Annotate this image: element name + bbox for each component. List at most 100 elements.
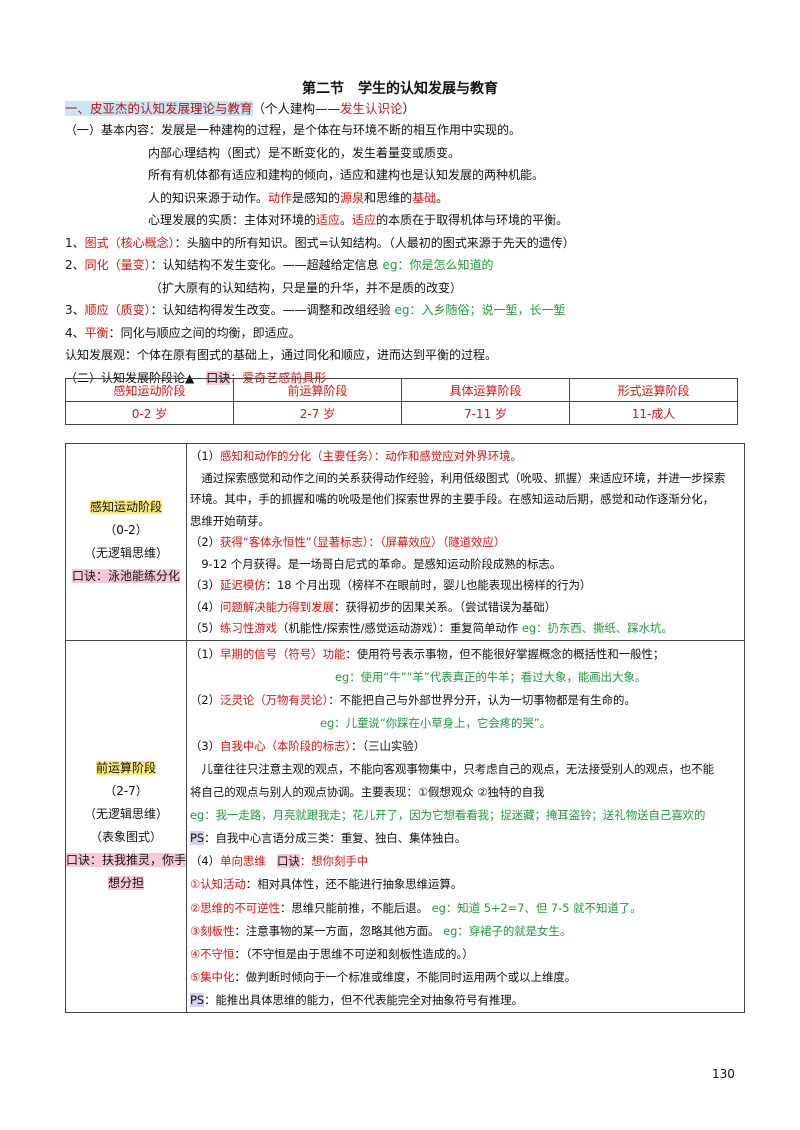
text-line: PS：能推出具体思维的能力，但不代表能完全对抽象符号有推理。 (190, 989, 744, 1012)
text-segment: ：认知结构不发生变化。——超越给定信息 (150, 258, 383, 272)
text-segment: 感知和动作的分化（主要任务）：动作和感觉应对外界环境。 (220, 449, 522, 463)
text-line: 内部心理结构（图式）是不断变化的，发生着量变或质变。 (65, 142, 745, 165)
text-line: 将自己的观点与别人的观点协调。主要表现：①假想观众 ②独特的自我 (190, 781, 744, 804)
text-line: eg：使用“牛”“羊”代表真正的牛羊；看过大象，能画出大象。 (190, 666, 744, 689)
text-segment: 4、 (65, 325, 85, 340)
text-line: 想分担 (66, 872, 186, 895)
text-line: （无逻辑思维） (66, 542, 186, 565)
text-segment: 练习性游戏 (220, 621, 278, 635)
title: 第二节 学生的认知发展与教育 (302, 81, 498, 97)
text-segment: 是感知的 (292, 190, 341, 205)
text-line: （0-2） (66, 519, 186, 542)
text-line: 9-12 个月获得。是一场哥白尼式的革命。是感知运动阶段成熟的标志。 (190, 554, 744, 576)
text-segment: （4） (190, 854, 221, 869)
text-segment: ：（不守恒是由于思维不可逆和刻板性造成的。） (234, 946, 474, 961)
text-segment: ①认知活动 (190, 877, 246, 892)
text-line: 思维开始萌芽。 (190, 511, 744, 533)
text-segment: 泛灵论（万物有灵论） (220, 692, 329, 707)
text-segment: 感知运动阶段 (90, 499, 163, 514)
text-segment: 适应 (352, 213, 377, 227)
text-segment: 问题解决能力得到发展 (220, 599, 334, 614)
text-line: 口诀：扶我推灵，你手 (66, 849, 187, 872)
text-line: 认知发展观：个体在原有图式的基础上，通过同化和顺应，进而达到平衡的过程。 (65, 344, 745, 367)
text-line: ①认知活动：相对具体性，还不能进行抽象思维运算。 (190, 873, 744, 896)
text-segment: （3） (190, 738, 221, 753)
text-segment: 所有有机体都有适应和建构的倾向，适应和建构也是认知发展的两种机能。 (148, 168, 545, 182)
text-segment: 通过探索感觉和动作之间的关系获得动作经验，利用低级图式（吮吸、抓握）来适应环境，… (190, 470, 726, 485)
text-segment: 源泉 (340, 190, 365, 205)
text-segment: 3、 (65, 303, 85, 317)
text-segment: （5） (190, 621, 221, 635)
text-segment: 人的知识来源于动作。 (148, 190, 269, 205)
text-segment: 适应 (316, 213, 341, 227)
text-segment: ：自我中心言语分成三类：重复、独白、集体独白。 (204, 831, 467, 846)
text-segment: PS (190, 992, 205, 1007)
text-segment: ④不守恒 (190, 946, 235, 961)
text-segment: ：头脑中的所有知识。图式=认知结构。（人最初的图式来源于先天的遗传） (174, 235, 575, 250)
text-line: （1）早期的信号（符号）功能：使用符号表示事物，但不能很好掌握概念的概括性和一般… (190, 643, 744, 666)
text-line: 儿童往往只注意主观的观点，不能向客观事物集中，只考虑自己的观点，无法接受别人的观… (190, 758, 744, 781)
text-segment: ②思维的不可逆性 (190, 900, 280, 915)
table-cell: 7-11 岁 (401, 401, 570, 425)
text-segment: eg：儿童说“你踩在小草身上，它会疼的哭”。 (320, 715, 552, 730)
table-cell: （1）感知和动作的分化（主要任务）：动作和感觉应对外界环境。 通过探索感觉和动作… (186, 443, 746, 641)
text-segment: ：（三山实验） (351, 738, 426, 753)
text-segment: ：不能把自己与外部世界分开，认为一切事物都是有生命的。 (328, 692, 636, 707)
text-line: PS：自我中心言语分成三类：重复、独白、集体独白。 (190, 827, 744, 850)
table-cell: 2-7 岁 (233, 401, 402, 425)
table-cell: 前运算阶段 （2-7） （无逻辑思维） （表象图式） 口诀：扶我推灵，你手 想分担 (64, 639, 188, 1013)
text-segment: eg：知道 5+2=7、但 7-5 就不知道了。 (431, 900, 642, 915)
text-segment: ：18 个月出现（榜样不在眼前时，婴儿也能表现出榜样的行为） (265, 578, 592, 592)
text-segment: ：获得初步的因果关系。（尝试错误为基础） (333, 599, 557, 614)
text-segment: ：认知结构得发生改变。——调整和改组经验 (150, 303, 395, 317)
text-segment: （机能性/探索性/感觉运动游戏）：重复简单动作 (277, 621, 522, 635)
text-line: （3）延迟模仿：18 个月出现（榜样不在眼前时，婴儿也能表现出榜样的行为） (190, 575, 744, 597)
text-segment: 单向思维 (220, 854, 266, 869)
text-segment: 平衡 (84, 325, 109, 340)
text-line: 心理发展的实质：主体对环境的适应。适应的本质在于取得机体与环境的平衡。 (65, 209, 745, 232)
text-segment: ③刻板性 (190, 923, 235, 938)
text-line: 3、顺应（质变）：认知结构得发生改变。——调整和改组经验 eg：入乡随俗；说一堑… (65, 299, 745, 322)
text-line: 前运算阶段 (66, 757, 186, 780)
text-line: 口诀：泳池能练分化 (66, 565, 186, 588)
table-row: 感知运动阶段 （0-2） （无逻辑思维） 口诀：泳池能练分化 （1）感知和动作的分化（主… (64, 443, 746, 641)
text-line: ⑤集中化：做判断时倾向于一个标准或维度，不能同时运用两个或以上维度。 (190, 966, 744, 989)
text-line: ③刻板性：注意事物的某一方面，忽略其他方面。 eg：穿裙子的就是女生。 (190, 920, 744, 943)
table-row: 感知运动阶段 前运算阶段 具体运算阶段 形式运算阶段 (65, 378, 738, 402)
text-segment: 延迟模仿 (220, 578, 266, 592)
text-segment: 认知发展观：个体在原有图式的基础上，通过同化和顺应，进而达到平衡的过程。 (65, 348, 498, 362)
text-segment: （2-7） (104, 784, 148, 799)
table-cell: 形式运算阶段 (569, 378, 738, 402)
text-line: eg：我一走路，月亮就跟我走；花儿开了，因为它想看看我；捉迷藏；掩耳盗铃；送礼物… (190, 804, 744, 827)
text-segment: 。 (436, 190, 449, 205)
page-number: 130 (712, 1067, 735, 1081)
text-segment: ：做判断时倾向于一个标准或维度，不能同时运用两个或以上维度。 (234, 969, 577, 984)
text-segment: 同化（量变） (84, 258, 151, 272)
text-segment: （4） (190, 599, 221, 614)
text-segment: （一）基本内容：发展是一种建构的过程，是个体在与环境不断的相互作用中实现的。 (65, 123, 522, 137)
text-segment: 图式（核心概念） (84, 235, 175, 250)
text-segment: 9-12 个月获得。是一场哥白尼式的革命。是感知运动阶段成熟的标志。 (190, 556, 562, 571)
text-segment: （3） (190, 578, 221, 592)
text-segment: （1） (190, 449, 221, 463)
text-segment: 内部心理结构（图式）是不断变化的，发生着量变或质变。 (148, 145, 461, 160)
text-line: （一）基本内容：发展是一种建构的过程，是个体在与环境不断的相互作用中实现的。 (65, 119, 745, 142)
table-cell: 11-成人 (569, 401, 738, 425)
text-line: 环境。其中，手的抓握和嘴的吮吸是他们探索世界的主要手段。在感知运动后期，感觉和动… (190, 489, 744, 511)
table-cell: 感知运动阶段 （0-2） （无逻辑思维） 口诀：泳池能练分化 (64, 443, 188, 641)
text-segment: 儿童往往只注意主观的观点，不能向客观事物集中，只考虑自己的观点，无法接受别人的观… (190, 761, 714, 776)
table-cell: 感知运动阶段 (65, 378, 234, 402)
text-segment: ：想你刻手中 (299, 854, 369, 869)
text-segment: ⑤集中化 (190, 969, 235, 984)
text-segment: 。 (340, 213, 353, 227)
text-segment: （表象图式） (90, 830, 163, 845)
text-segment: 思维开始萌芽。 (190, 513, 270, 528)
table-row: 前运算阶段 （2-7） （无逻辑思维） （表象图式） 口诀：扶我推灵，你手 想分担 （1）早… (64, 639, 746, 1013)
table-cell: 0-2 岁 (65, 401, 234, 425)
text-line: ②思维的不可逆性：思维只能前推，不能后退。 eg：知道 5+2=7、但 7-5 … (190, 897, 744, 920)
text-segment: 顺应（质变） (84, 303, 151, 317)
text-segment: 自我中心（本阶段的标志） (220, 738, 352, 753)
stage-detail-table: 感知运动阶段 （0-2） （无逻辑思维） 口诀：泳池能练分化 （1）感知和动作的分化（主… (64, 443, 746, 1013)
table-row: 0-2 岁 2-7 岁 7-11 岁 11-成人 (65, 401, 738, 425)
